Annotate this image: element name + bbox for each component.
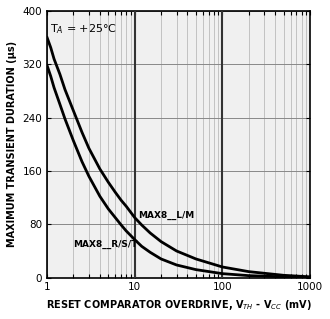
Text: MAX8__L/M: MAX8__L/M <box>138 211 195 220</box>
X-axis label: RESET COMPARATOR OVERDRIVE, V$_{TH}$ - V$_{CC}$ (mV): RESET COMPARATOR OVERDRIVE, V$_{TH}$ - V… <box>46 298 312 312</box>
Y-axis label: MAXIMUM TRANSIENT DURATION (μs): MAXIMUM TRANSIENT DURATION (μs) <box>7 41 17 247</box>
Text: MAX8__R/S/T: MAX8__R/S/T <box>74 240 138 249</box>
Text: T$_A$ = +25°C: T$_A$ = +25°C <box>50 22 117 36</box>
